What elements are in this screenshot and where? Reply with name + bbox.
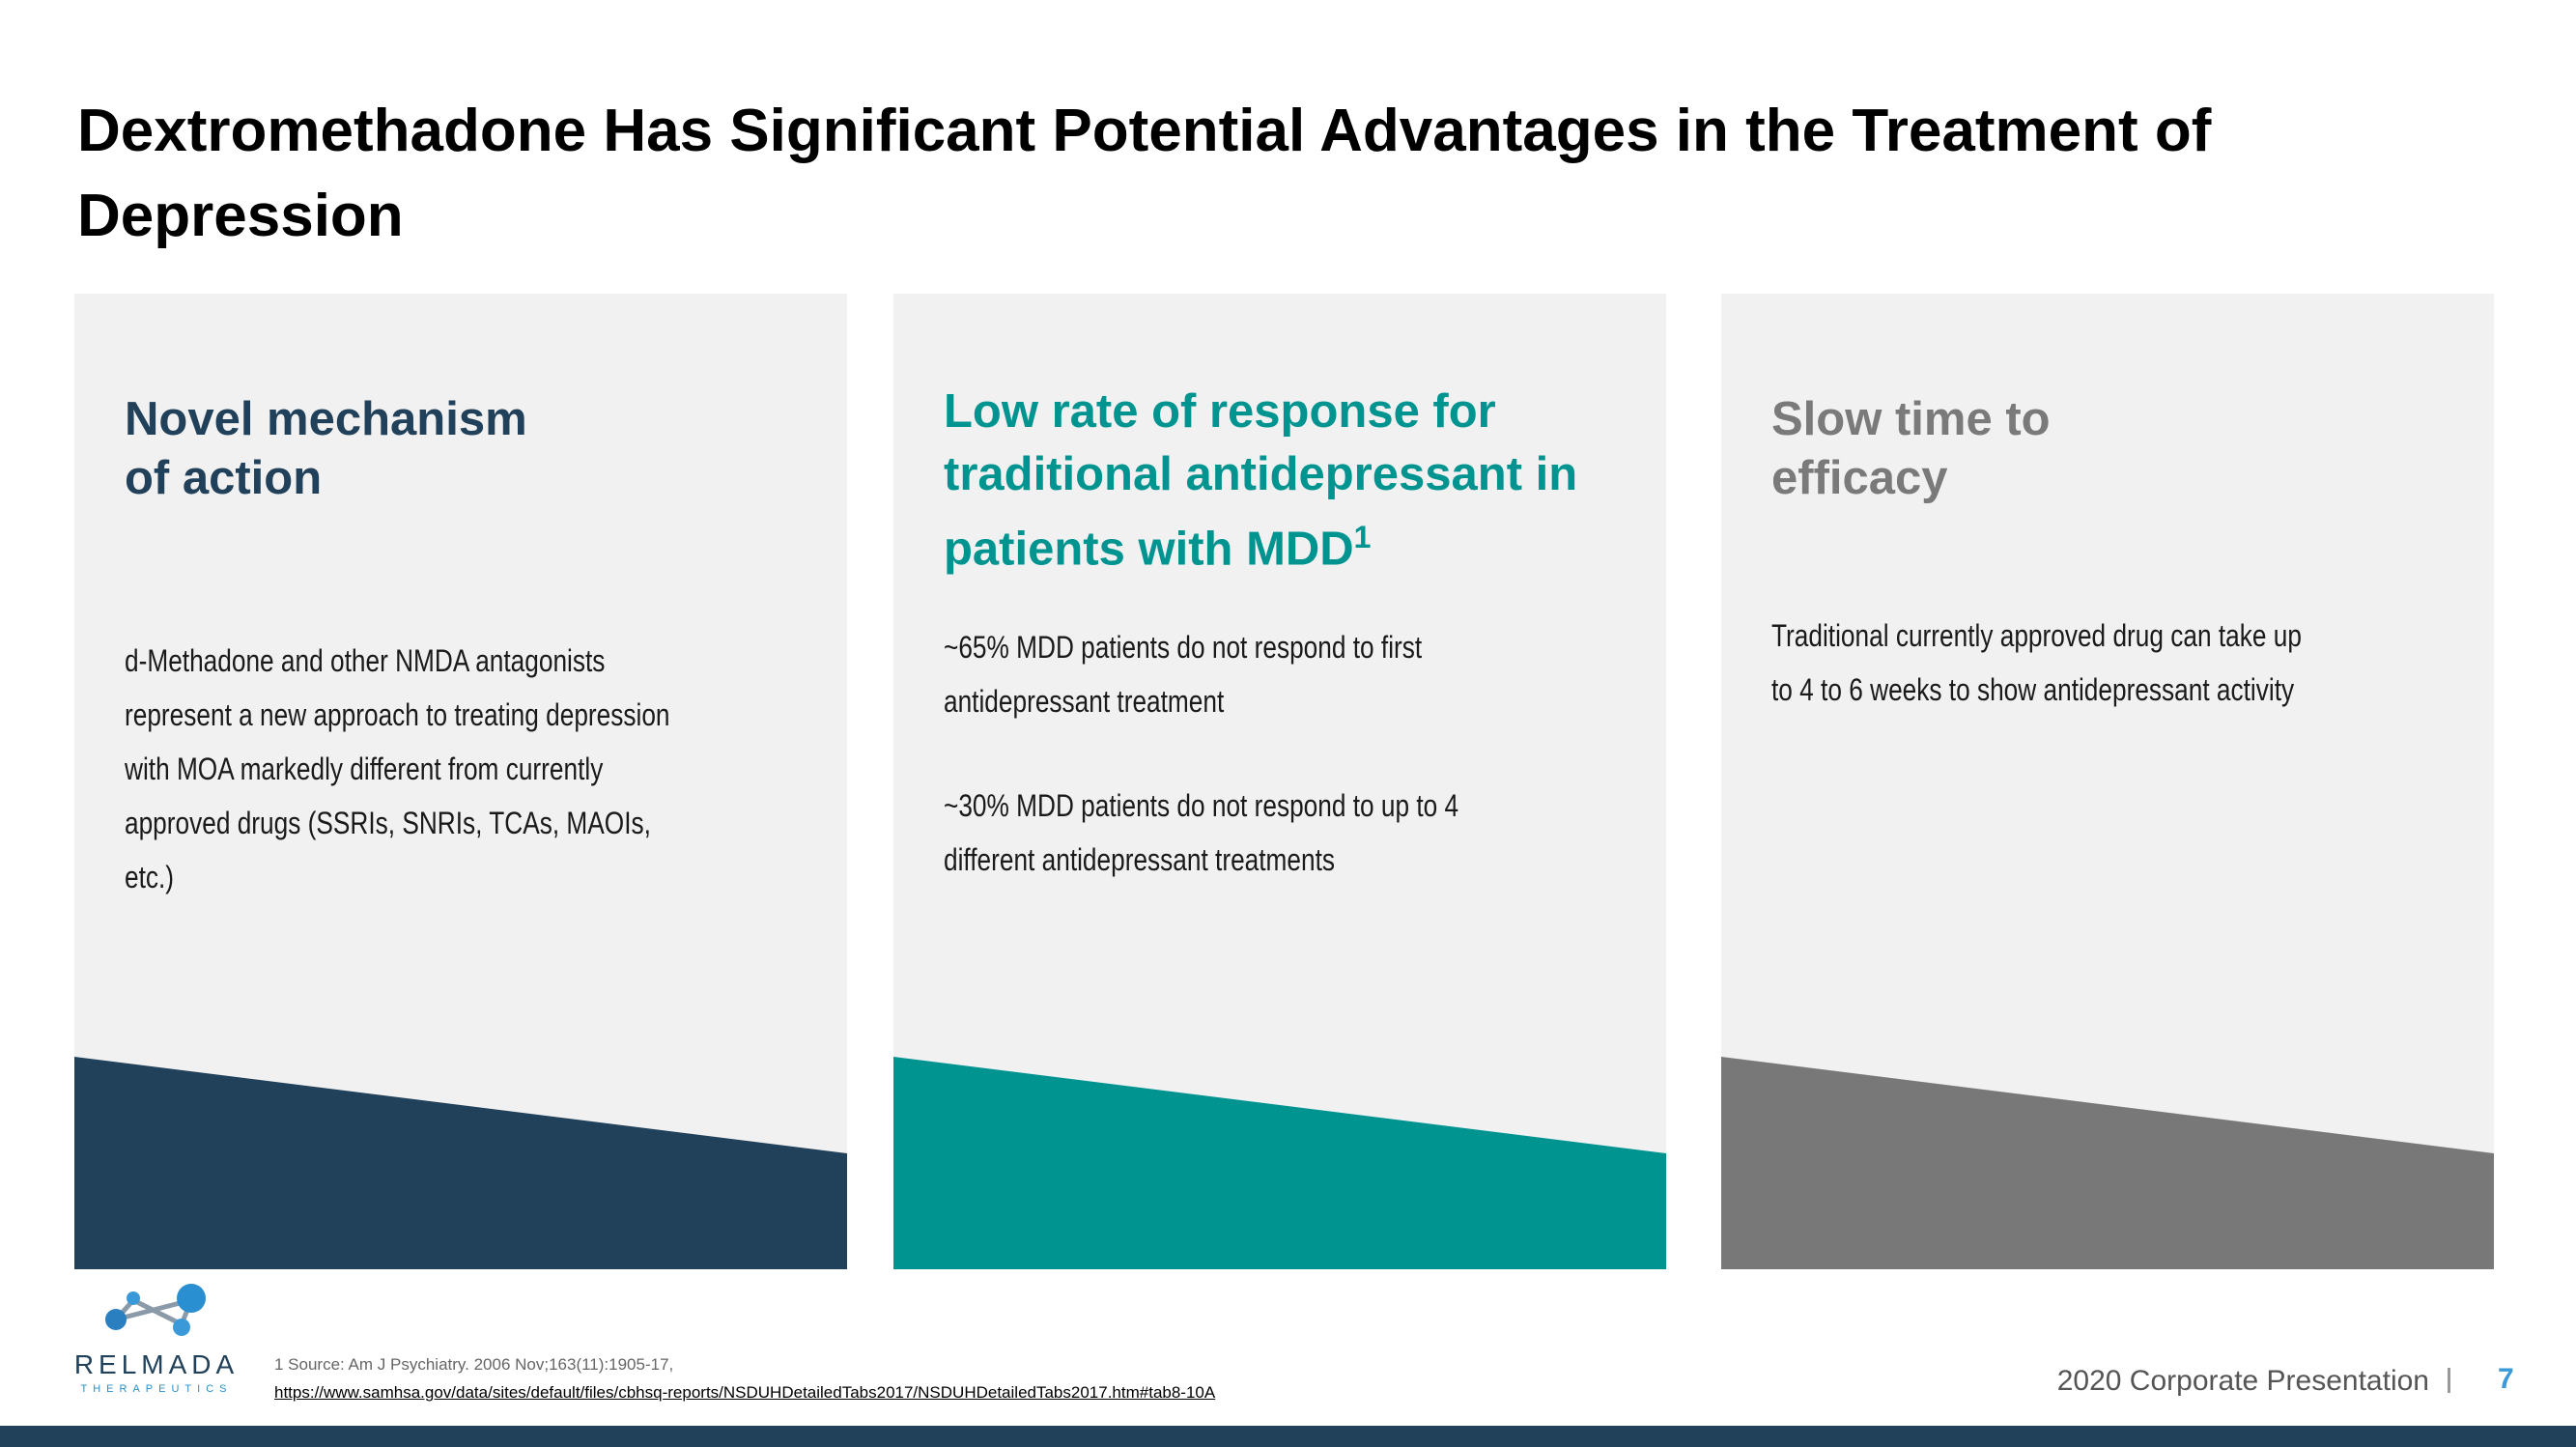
relmada-logo-icon <box>105 1284 206 1336</box>
card-paragraph: Traditional currently approved drug can … <box>1771 618 2302 707</box>
card-body: d-Methadone and other NMDA antagonists r… <box>125 634 679 904</box>
presentation-label: 2020 Corporate Presentation <box>2056 1365 2429 1397</box>
card-accent-wedge <box>1721 1057 2494 1269</box>
card-heading: Novel mechanism of action <box>125 393 527 504</box>
card-accent-wedge <box>74 1057 847 1269</box>
footer-divider <box>2448 1368 2450 1393</box>
logo-wordmark: RELMADA <box>73 1349 240 1379</box>
card-body: Traditional currently approved drug can … <box>1771 609 2326 717</box>
card-paragraph: d-Methadone and other NMDA antagonists r… <box>125 643 670 894</box>
card-low-response: Low rate of response for traditional ant… <box>893 294 1666 1269</box>
card-heading: Slow time to efficacy <box>1771 393 2051 504</box>
slide-title: Dextromethadone Has Significant Potentia… <box>77 98 2212 249</box>
card-novel-mechanism: Novel mechanism of action d-Methadone an… <box>74 294 847 1269</box>
card-slow-efficacy: Slow time to efficacy Traditional curren… <box>1721 294 2494 1269</box>
footnote-marker: 1 <box>1353 520 1372 554</box>
source-footnote: 1 Source: Am J Psychiatry. 2006 Nov;163(… <box>274 1355 674 1374</box>
card-paragraph: ~65% MDD patients do not respond to firs… <box>944 630 1423 719</box>
card-body: ~65% MDD patients do not respond to firs… <box>944 620 1498 887</box>
footer-bar <box>0 1426 2576 1447</box>
card-heading-text: Low rate of response for traditional ant… <box>944 385 1578 576</box>
page-number: 7 <box>2498 1363 2514 1395</box>
card-accent-wedge <box>893 1057 1666 1269</box>
source-link[interactable]: https://www.samhsa.gov/data/sites/defaul… <box>274 1383 1216 1402</box>
card-paragraph: ~30% MDD patients do not respond to up t… <box>944 788 1459 877</box>
logo-tagline: THERAPEUTICS <box>80 1383 233 1395</box>
card-heading: Low rate of response for traditional ant… <box>944 381 1639 581</box>
